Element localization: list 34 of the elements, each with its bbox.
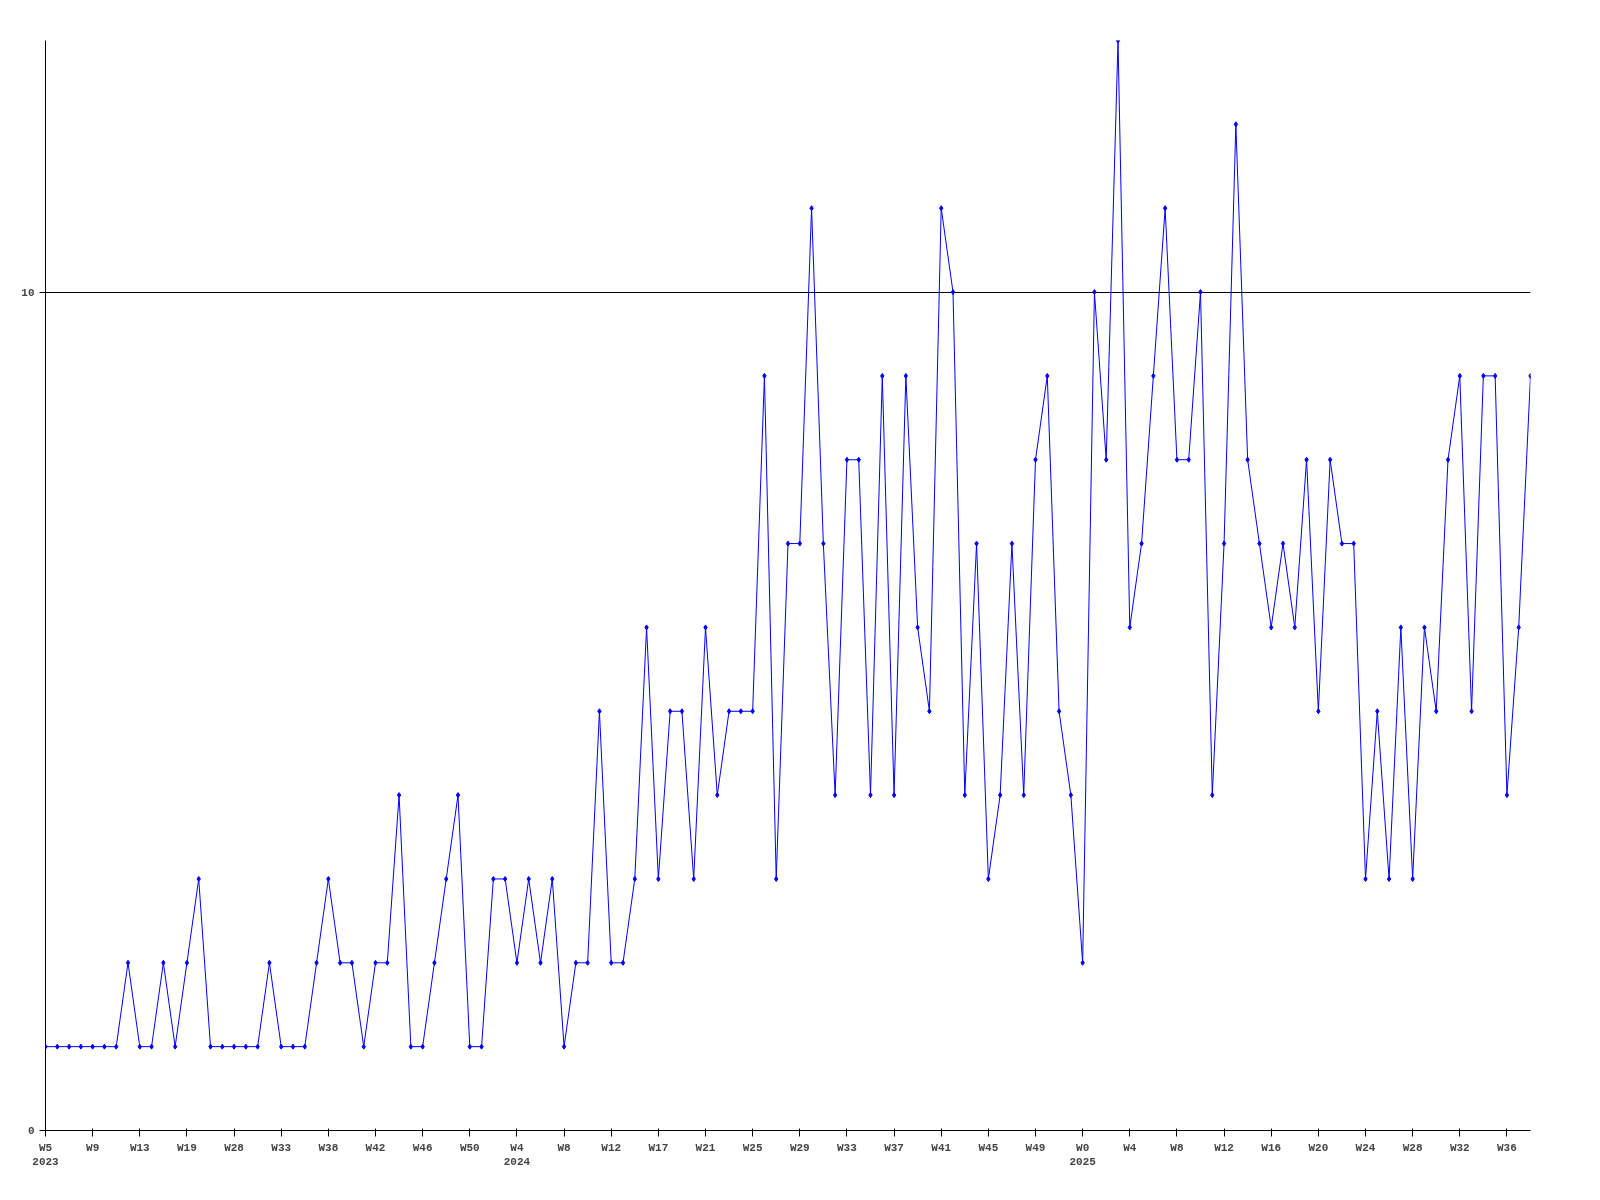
x-tick-label: W8 xyxy=(1170,1141,1184,1154)
x-tick-label: W49 xyxy=(1025,1141,1046,1154)
x-tick-label: W37 xyxy=(884,1141,904,1154)
x-tick-label: W29 xyxy=(789,1141,810,1154)
y-tick-label: 10 xyxy=(21,286,35,299)
x-tick-label: W33 xyxy=(271,1141,292,1154)
x-tick-label: W12 xyxy=(601,1141,622,1154)
x-tick-label: W25 xyxy=(742,1141,763,1154)
x-tick-label: W21 xyxy=(695,1141,716,1154)
y-tick-label: 0 xyxy=(27,1125,35,1137)
x-tick-label: W33 xyxy=(837,1141,858,1154)
x-tick-label: W13 xyxy=(129,1141,151,1154)
x-tick-label: W24 xyxy=(1355,1141,1376,1154)
x-tick-label: W41 xyxy=(931,1141,952,1154)
x-tick-label: W4 2024 xyxy=(503,1141,531,1168)
x-tick-label: W28 xyxy=(224,1141,245,1154)
x-tick-label: W0 2025 xyxy=(1069,1141,1097,1168)
x-tick-label: W28 xyxy=(1402,1141,1423,1154)
x-tick-label: W16 xyxy=(1261,1141,1282,1154)
x-tick-label: W8 xyxy=(557,1141,572,1154)
x-tick-label: W5 2023 xyxy=(32,1141,60,1168)
x-tick-label: W38 xyxy=(318,1141,339,1154)
x-tick-label: W46 xyxy=(412,1141,433,1154)
x-tick-label: W12 xyxy=(1214,1141,1234,1154)
x-tick-label: W36 xyxy=(1497,1141,1517,1154)
x-tick-label: W19 xyxy=(177,1141,197,1154)
x-tick-label: W45 xyxy=(978,1141,999,1154)
x-tick-label: W4 xyxy=(1123,1141,1137,1154)
x-tick-label: W42 xyxy=(365,1141,386,1154)
x-tick-label: W50 xyxy=(459,1141,480,1154)
x-tick-label: W9 xyxy=(86,1141,100,1154)
x-tick-label: W20 xyxy=(1308,1141,1329,1154)
x-tick-label: W17 xyxy=(648,1141,669,1154)
x-tick-label: W32 xyxy=(1449,1141,1470,1154)
